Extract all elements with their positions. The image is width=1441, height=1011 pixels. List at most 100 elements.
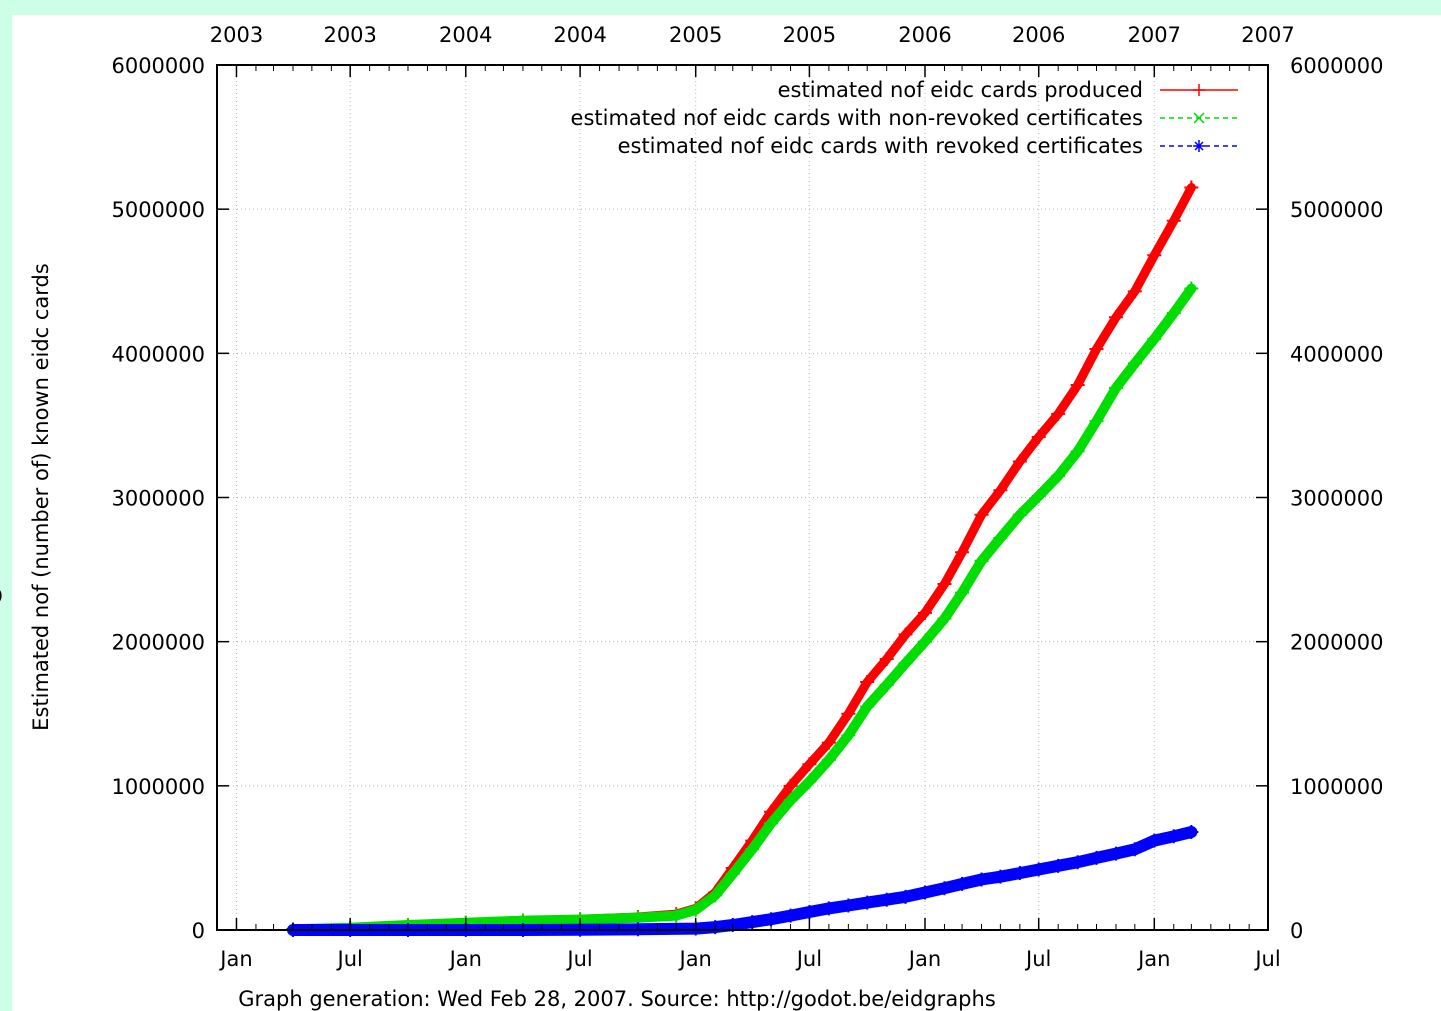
data-point (1108, 846, 1123, 861)
data-point (821, 735, 836, 750)
data-point (898, 656, 913, 671)
y-tick-label-left: 4000000 (111, 342, 205, 366)
x-tick-label-bottom: Jul (336, 947, 363, 971)
series-1 (286, 180, 1199, 937)
data-point (1051, 468, 1066, 483)
data-point (764, 816, 779, 831)
legend-marker (1193, 84, 1205, 96)
data-point (974, 553, 989, 568)
series-line (288, 183, 1196, 934)
data-point (1051, 406, 1066, 421)
data-point (783, 793, 798, 808)
data-point (955, 585, 970, 600)
plot-frame (216, 64, 1269, 931)
data-point (764, 912, 779, 927)
tick-labels: 0 0 1000000 1000000 2000000 2000000 3000000 300… (111, 23, 1383, 971)
data-point (1089, 850, 1104, 865)
x-tick-label-top: 2007 (1128, 23, 1181, 47)
legend-label: estimated nof eidc cards with revoked ce… (618, 134, 1143, 158)
data-point (917, 634, 932, 649)
data-point (1166, 213, 1181, 228)
data-point (1012, 866, 1027, 881)
x-tick-label-top: 2004 (553, 23, 606, 47)
data-point (898, 627, 913, 642)
data-point (1070, 378, 1085, 393)
data-point (1184, 281, 1199, 296)
x-tick-label-bottom: Jul (795, 947, 822, 971)
y-tick-label-left: 1000000 (111, 775, 205, 799)
data-point (821, 901, 836, 916)
data-point (1031, 489, 1046, 504)
series-line (287, 826, 1198, 936)
data-point (993, 530, 1008, 545)
data-point (1166, 829, 1181, 844)
data-point (1031, 862, 1046, 877)
data-point (708, 888, 723, 903)
data-point (802, 904, 817, 919)
legend: estimated nof eidc cards produced estimat… (571, 78, 1238, 158)
series-layer (286, 180, 1199, 937)
data-point (841, 706, 856, 721)
y-tick-label-right: 3000000 (1290, 487, 1384, 511)
data-point (860, 675, 875, 690)
y-tick-label-right: 1000000 (1290, 775, 1384, 799)
data-point (993, 869, 1008, 884)
y-tick-label-right: 5000000 (1290, 198, 1384, 222)
y-tick-label-right: 2000000 (1290, 631, 1384, 655)
x-tick-label-bottom: Jan (1136, 947, 1170, 971)
legend-marker (1193, 140, 1205, 152)
data-point (1070, 444, 1085, 459)
data-point (860, 895, 875, 910)
data-point (841, 898, 856, 913)
data-point (783, 778, 798, 793)
series-line (288, 283, 1197, 935)
data-point (802, 757, 817, 772)
x-tick-label-top: 2005 (669, 23, 722, 47)
y-tick-label-right: 4000000 (1290, 342, 1384, 366)
y-tick-label-left: 3000000 (111, 487, 205, 511)
ticks (217, 64, 1269, 931)
data-point (1127, 356, 1142, 371)
data-point (937, 611, 952, 626)
data-point (725, 866, 740, 881)
data-point (745, 842, 760, 857)
legend-label: estimated nof eidc cards with non-revoke… (571, 106, 1143, 130)
data-point (955, 876, 970, 891)
data-point (1127, 284, 1142, 299)
x-tick-label-bottom: Jul (1253, 947, 1280, 971)
data-point (1127, 842, 1142, 857)
data-point (917, 605, 932, 620)
y-tick-label-right: 6000000 (1290, 54, 1384, 78)
data-point (669, 908, 684, 923)
data-point (1108, 380, 1123, 395)
grid (217, 65, 1268, 930)
data-point (879, 651, 894, 666)
data-point (860, 699, 875, 714)
y-tick-label-left: 0 (192, 919, 205, 943)
data-point (974, 507, 989, 522)
data-point (1184, 180, 1199, 195)
series-2 (286, 281, 1199, 937)
data-point (841, 728, 856, 743)
data-point (1147, 833, 1162, 848)
data-point (1147, 331, 1162, 346)
data-point (879, 677, 894, 692)
x-tick-label-bottom: Jan (678, 947, 712, 971)
x-tick-label-top: 2005 (783, 23, 836, 47)
data-point (1012, 507, 1027, 522)
x-tick-label-top: 2006 (898, 23, 951, 47)
data-point (783, 908, 798, 923)
data-point (1089, 414, 1104, 429)
data-point (1031, 429, 1046, 444)
data-point (993, 483, 1008, 498)
legend-marker (1193, 112, 1205, 124)
data-point (1108, 310, 1123, 325)
x-tick-label-top: 2004 (439, 23, 492, 47)
y-tick-label-left: 5000000 (111, 198, 205, 222)
data-point (688, 902, 703, 917)
data-point (1051, 858, 1066, 873)
y-tick-label-right: 0 (1290, 919, 1303, 943)
footer-note: Graph generation: Wed Feb 28, 2007. Sour… (238, 987, 996, 1011)
x-tick-label-top: 2003 (210, 23, 263, 47)
